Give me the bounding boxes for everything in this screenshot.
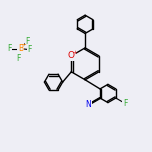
Text: B: B [18, 44, 23, 53]
Text: F: F [25, 37, 30, 46]
Text: F: F [16, 54, 20, 63]
Text: F: F [7, 44, 12, 53]
Text: +: + [72, 50, 77, 55]
Text: N: N [85, 100, 91, 109]
Text: O: O [68, 51, 75, 60]
Text: −: − [20, 42, 26, 48]
Text: F: F [123, 99, 127, 108]
Text: F: F [28, 45, 32, 54]
